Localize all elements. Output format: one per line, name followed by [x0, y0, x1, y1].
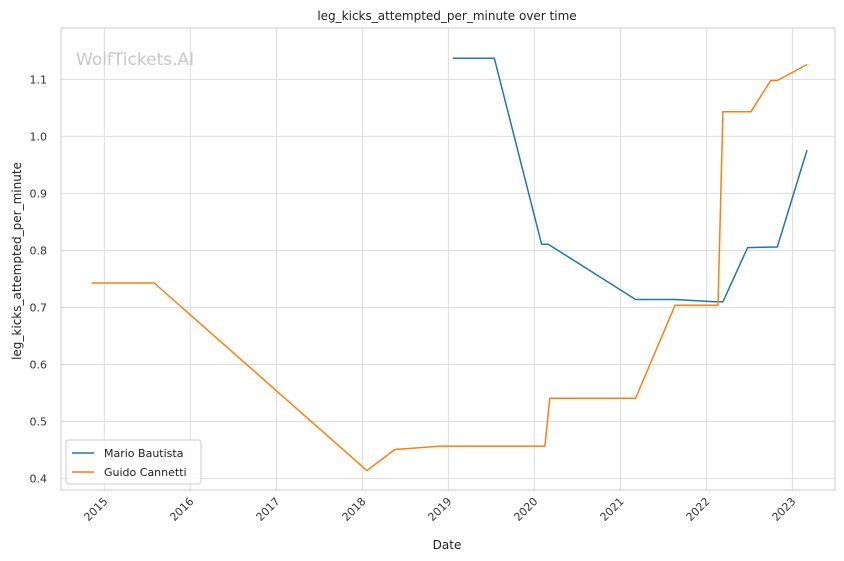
y-tick-label: 1.1 [30, 73, 48, 86]
y-tick-label: 0.5 [30, 416, 48, 429]
x-tick-label: 2018 [340, 495, 369, 524]
y-tick-label: 0.6 [30, 359, 48, 372]
y-tick-label: 0.9 [30, 187, 48, 200]
x-tick-label: 2020 [511, 495, 540, 524]
x-tick-label: 2016 [167, 495, 196, 524]
x-axis-ticks: 2015 2016 2017 2018 2019 2020 2021 2022 2023 [81, 495, 798, 524]
x-tick-label: 2017 [254, 495, 283, 524]
gridlines [61, 28, 835, 490]
x-tick-label: 2021 [598, 495, 627, 524]
x-tick-label: 2022 [684, 495, 713, 524]
series-line-1 [91, 63, 808, 472]
y-tick-label: 0.8 [30, 244, 48, 257]
y-axis-ticks: 0.4 0.5 0.6 0.7 0.8 0.9 1.0 1.1 [30, 73, 48, 485]
plot-frame [60, 27, 836, 491]
legend-box [65, 439, 202, 485]
x-axis-label: Date [433, 538, 462, 552]
y-axis-label: leg_kicks_attempted_per_minute [10, 162, 24, 360]
y-tick-label: 1.0 [30, 130, 48, 143]
series-layer [91, 57, 808, 472]
legend: Mario Bautista Guido Cannetti [65, 439, 202, 485]
x-tick-label: 2019 [425, 495, 454, 524]
y-tick-label: 0.7 [30, 301, 48, 314]
chart-title: leg_kicks_attempted_per_minute over time [317, 9, 576, 23]
x-tick-label: 2023 [770, 495, 799, 524]
legend-entry-label: Guido Cannetti [104, 466, 187, 479]
y-tick-label: 0.4 [30, 473, 48, 486]
legend-entry-label: Mario Bautista [104, 447, 183, 460]
x-tick-label: 2015 [81, 495, 110, 524]
series-line-0 [452, 57, 808, 303]
watermark: WolfTickets.AI [76, 50, 194, 70]
